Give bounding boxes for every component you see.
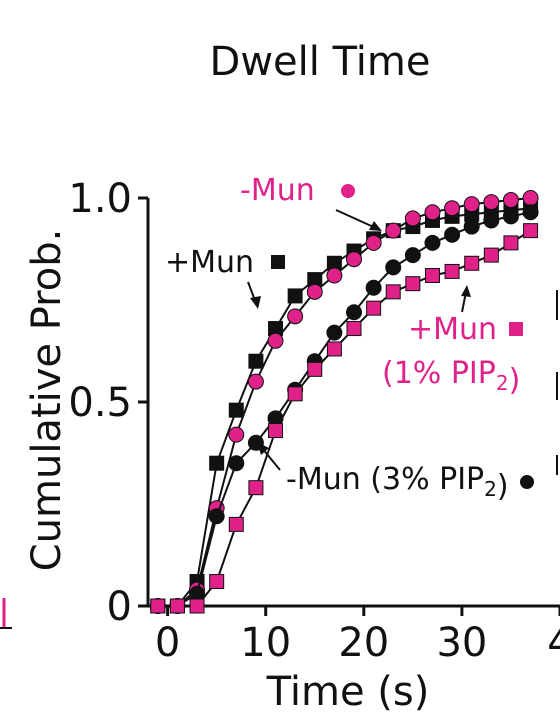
annotation-minus-mun-3pip2: -Mun (3% PIP2) [257,442,534,504]
x-axis-label: Time (s) [266,669,430,715]
data-point [287,386,303,402]
annotation-plus-mun-arrowhead [250,296,261,309]
annotation-minus-mun-label: -Mun [240,173,315,208]
data-point [287,308,304,325]
x-tick-label: 0 [155,620,180,666]
data-point [268,423,284,439]
data-point [424,234,441,251]
x-tick-label: 20 [338,620,389,666]
data-point [306,283,323,300]
axes: 0 0.5 1.0 0 10 20 30 4 [68,176,560,666]
chart-title: Dwell Time [210,39,431,85]
y-tick-label: 1.0 [68,176,132,222]
x-tick-label: 10 [240,620,291,666]
data-point [483,194,500,211]
data-point [209,574,225,590]
data-point [228,516,244,532]
data-point [385,259,402,276]
data-point [424,204,441,221]
data-point [365,279,382,296]
annotation-plus-mun-1pip2: +Mun (1% PIP2) [382,285,523,398]
series-line [157,229,532,607]
data-point [464,255,480,271]
data-point [404,210,421,227]
annotation-plus-mun-marker [271,255,285,269]
annotation-minus-mun-arrowhead [369,221,382,231]
data-point [385,222,402,239]
data-point [326,324,343,341]
annotation-plus-mun-1pip2-marker [509,322,523,336]
data-point [405,276,421,292]
annotation-minus-mun: -Mun [240,173,382,231]
data-point [326,267,343,284]
data-point [463,218,480,235]
annotation-plus-mun-label: +Mun [165,245,254,280]
annotation-minus-mun-3pip2-arrow [261,447,281,471]
data-point [150,598,166,614]
data-point [522,204,539,221]
data-point [444,200,461,217]
data-point [523,223,539,239]
data-point [385,284,401,300]
data-point [346,321,362,337]
y-tick-label: 0.5 [68,380,132,426]
series-layer [149,190,539,614]
annotation-plus-mun-1pip2-sublabel: (1% PIP2) [382,356,520,398]
data-point [366,300,382,316]
data-point [307,361,323,377]
data-point [502,208,519,225]
annotation-plus-mun-1pip2-arrowhead [461,285,471,297]
data-point [483,212,500,229]
annotation-plus-mun-1pip2-label: +Mun [408,312,497,347]
data-point [346,304,362,321]
data-point [503,235,519,251]
data-point [169,598,185,614]
x-tick-label: 30 [436,620,487,666]
data-point [247,373,264,390]
data-point [228,426,245,443]
data-point [287,288,303,304]
data-point [209,455,225,471]
data-point [404,247,421,264]
series-3 [150,223,539,614]
data-point [267,332,284,349]
annotation-minus-mun-3pip2-marker [520,475,534,489]
data-point [424,268,440,284]
data-point [502,192,519,209]
y-axis-label: Cumulative Prob. [24,229,70,572]
data-point [248,480,264,496]
data-point [522,190,539,206]
annotation-minus-mun-3pip2-label: -Mun (3% PIP2) [286,462,509,504]
data-point [228,402,244,418]
annotation-minus-mun-3pip2-arrowhead [257,442,269,455]
data-point [248,353,264,369]
y-tick-label: 0 [107,584,132,630]
data-point [483,247,499,263]
data-point [463,196,480,213]
data-point [444,263,460,279]
data-point [208,508,225,525]
data-point [189,598,205,614]
data-point [228,455,245,472]
annotation-minus-mun-marker [341,184,355,198]
data-point [444,226,461,243]
data-point [326,341,342,357]
data-point [346,251,362,268]
data-point [365,234,382,251]
x-tick-label: 4 [547,620,560,666]
annotation-minus-mun-arrow [335,209,379,230]
annotation-plus-mun: +Mun [165,245,285,309]
